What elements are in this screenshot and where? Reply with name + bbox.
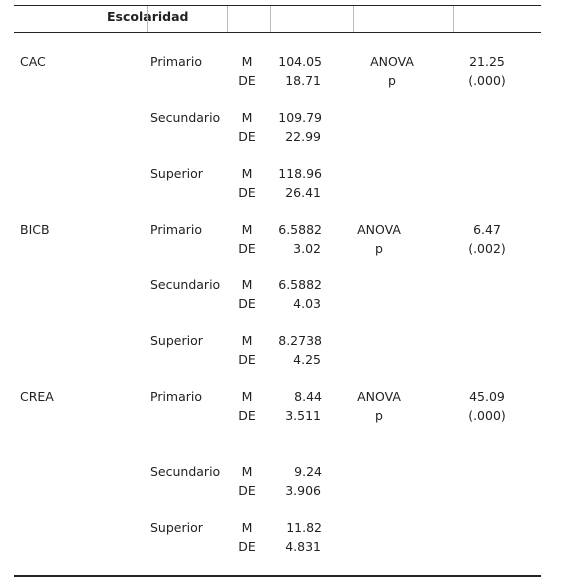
mean-value: 109.79 (278, 110, 322, 125)
test-label: ANOVA (357, 222, 401, 237)
stat-label: DE (238, 73, 256, 88)
sd-value: 3.511 (285, 408, 321, 423)
mean-value: 8.44 (294, 389, 322, 404)
sd-value: 3.906 (285, 483, 321, 498)
stat-label: M (241, 166, 253, 181)
test-label: ANOVA (370, 54, 414, 69)
level-name: Superior (150, 333, 203, 348)
stat-label: M (241, 110, 253, 125)
mean-value: 118.96 (278, 166, 322, 181)
column-divider (147, 6, 148, 32)
variable-name: BICB (20, 222, 50, 237)
mean-value: 104.05 (278, 54, 322, 69)
stat-label: M (241, 520, 253, 535)
stat-label: DE (238, 408, 256, 423)
bottom-rule (14, 575, 541, 577)
column-divider (353, 6, 354, 32)
test-p: (.000) (468, 408, 506, 423)
level-name: Superior (150, 166, 203, 181)
test-p: (.000) (468, 73, 506, 88)
column-divider (227, 6, 228, 32)
stat-label: M (241, 389, 253, 404)
sd-value: 4.831 (285, 539, 321, 554)
variable-name: CREA (20, 389, 54, 404)
column-divider (270, 6, 271, 32)
test-value: 21.25 (469, 54, 505, 69)
stat-label: M (241, 464, 253, 479)
mean-value: 11.82 (286, 520, 322, 535)
level-name: Secundario (150, 277, 221, 292)
level-name: Primario (150, 54, 203, 69)
level-name: Secundario (150, 464, 221, 479)
sd-value: 26.41 (285, 185, 321, 200)
level-name: Superior (150, 520, 203, 535)
sd-value: 3.02 (293, 241, 321, 256)
mean-value: 8.2738 (278, 333, 322, 348)
stat-label: DE (238, 185, 256, 200)
sd-value: 22.99 (285, 129, 321, 144)
test-label: p (388, 73, 396, 88)
level-name: Secundario (150, 110, 221, 125)
sd-value: 18.71 (285, 73, 321, 88)
test-label: ANOVA (357, 389, 401, 404)
stat-label: DE (238, 483, 256, 498)
test-value: 45.09 (469, 389, 505, 404)
header-rule (14, 32, 541, 33)
stat-label: DE (238, 296, 256, 311)
sd-value: 4.25 (293, 352, 321, 367)
test-label: p (375, 408, 383, 423)
stat-label: M (241, 333, 253, 348)
top-rule (14, 5, 541, 6)
level-name: Primario (150, 222, 203, 237)
stat-label: M (241, 277, 253, 292)
mean-value: 6.5882 (278, 277, 322, 292)
stat-label: M (241, 222, 253, 237)
test-value: 6.47 (473, 222, 501, 237)
stat-label: M (241, 54, 253, 69)
test-p: (.002) (468, 241, 506, 256)
sd-value: 4.03 (293, 296, 321, 311)
stat-label: DE (238, 241, 256, 256)
mean-value: 6.5882 (278, 222, 322, 237)
mean-value: 9.24 (294, 464, 322, 479)
column-divider (453, 6, 454, 32)
stat-label: DE (238, 539, 256, 554)
level-name: Primario (150, 389, 203, 404)
stat-label: DE (238, 352, 256, 367)
test-label: p (375, 241, 383, 256)
variable-name: CAC (20, 54, 46, 69)
stat-label: DE (238, 129, 256, 144)
